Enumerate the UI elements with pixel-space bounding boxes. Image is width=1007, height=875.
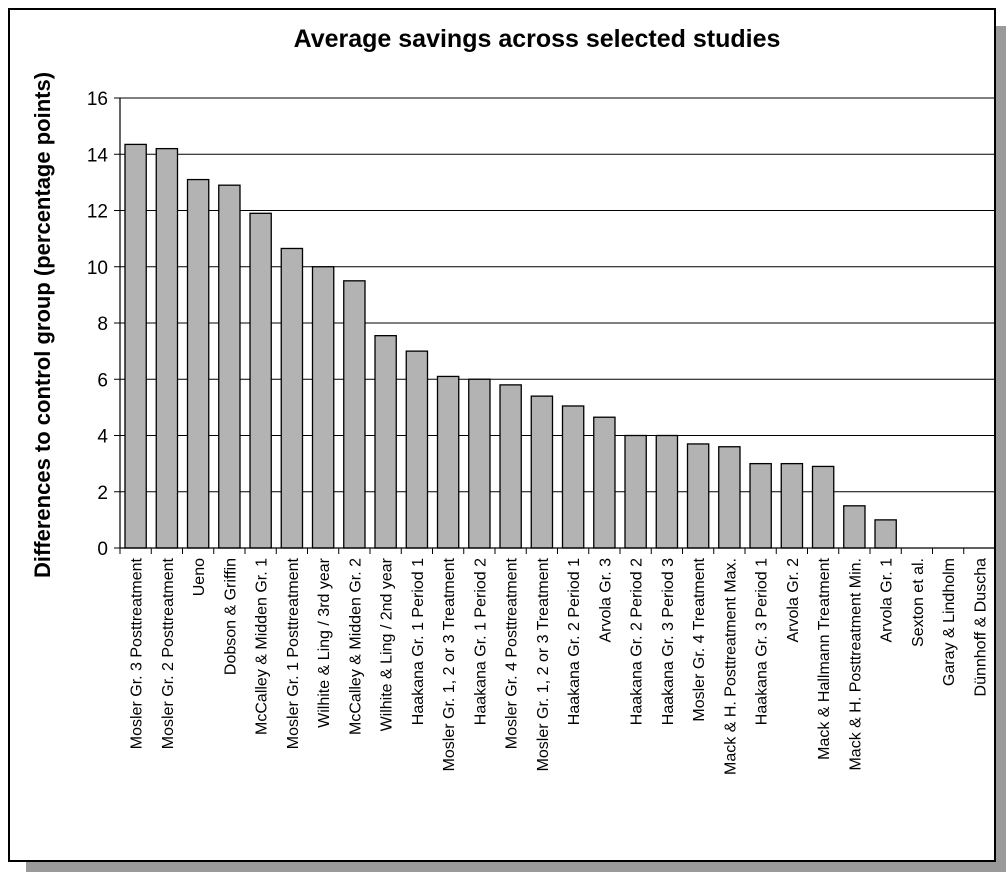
x-tick-label: Haakana Gr. 1 Period 2 <box>472 558 489 725</box>
x-tick-label: Haakana Gr. 1 Period 1 <box>410 558 427 725</box>
y-tick-label: 16 <box>87 89 108 110</box>
axes <box>119 98 995 549</box>
x-tick-label: Arvola Gr. 3 <box>597 558 614 643</box>
bar <box>530 395 554 549</box>
y-tick-label: 6 <box>97 370 108 391</box>
bar <box>186 178 210 549</box>
bar <box>561 405 585 549</box>
x-tick-label: Mosler Gr. 4 Posttreatment <box>504 557 521 749</box>
bar <box>155 147 179 549</box>
bar <box>280 247 304 549</box>
x-tick-label: McCalley & Midden Gr. 2 <box>347 558 364 735</box>
x-tick-label: Haakana Gr. 2 Period 1 <box>566 558 583 725</box>
bar <box>218 184 241 549</box>
x-tick-label: Mosler Gr. 3 Posttreatment <box>129 557 146 749</box>
bar <box>624 434 647 549</box>
bar <box>811 465 835 549</box>
bar <box>374 335 397 549</box>
x-tick-label: Mack & Hallmann Treatment <box>816 557 833 759</box>
x-tick-label: Sexton et al. <box>910 558 927 647</box>
bar <box>468 378 491 549</box>
bar <box>655 434 679 549</box>
bar <box>343 280 366 549</box>
x-tick-label: Haakana Gr. 2 Period 2 <box>629 558 646 725</box>
bar <box>405 350 429 549</box>
x-tick-label: Garay & Lindholm <box>941 558 958 686</box>
bar <box>718 446 741 549</box>
bar <box>749 462 772 549</box>
bar <box>843 505 866 549</box>
x-tick-label: Arvola Gr. 1 <box>879 558 896 643</box>
bar <box>686 443 710 549</box>
bar <box>874 519 897 549</box>
y-tick-label: 14 <box>87 145 109 166</box>
x-tick-label: Mosler Gr. 1, 2 or 3 Treatment <box>535 557 552 771</box>
x-tick-label: Haakana Gr. 3 Period 3 <box>660 558 677 725</box>
bar <box>249 212 272 549</box>
bar <box>436 375 460 549</box>
x-tick-label: Wilhite & Ling / 2nd year <box>379 557 396 731</box>
y-tick-label: 4 <box>97 427 108 448</box>
y-tick-label: 2 <box>97 483 108 504</box>
x-tick-label: Wilhite & Ling / 3rd year <box>316 557 333 728</box>
x-tick-label: McCalley & Midden Gr. 1 <box>254 558 271 735</box>
bar <box>499 384 522 549</box>
x-tick-labels: Mosler Gr. 3 Posttreatment Mosler Gr. 2 P… <box>129 557 990 775</box>
chart-title: Average savings across selected studies <box>294 25 781 53</box>
x-tick-label: Haakana Gr. 3 Period 1 <box>754 558 771 725</box>
x-tick-label: Ueno <box>191 558 208 596</box>
gridlines <box>114 97 995 549</box>
bar <box>593 416 616 549</box>
y-tick-label: 12 <box>87 202 108 223</box>
y-tick-labels: 0 2 4 6 8 10 12 14 16 <box>87 89 109 560</box>
bar <box>124 143 147 549</box>
x-tick-label: Dobson & Griffin <box>222 558 239 675</box>
x-tick-label: Mack & H. Posttreatment Max. <box>722 558 739 775</box>
bar <box>311 266 335 549</box>
x-tick-label: Dünnhoff & Duscha <box>972 558 989 697</box>
frame-shadow-bottom <box>26 862 1006 872</box>
x-tick-label: Mosler Gr. 2 Posttreatment <box>160 557 177 749</box>
x-tick-label: Mosler Gr. 4 Treatment <box>691 557 708 721</box>
y-tick-label: 10 <box>87 258 108 279</box>
frame-shadow-right <box>996 26 1006 872</box>
bars <box>119 143 965 554</box>
y-axis-label: Differences to control group (percentage… <box>30 72 55 578</box>
x-tick-label: Mack & H. Posttreatment Min. <box>847 558 864 771</box>
x-tick-label: Arvola Gr. 2 <box>785 558 802 643</box>
y-tick-label: 0 <box>97 539 108 560</box>
x-tick-label: Mosler Gr. 1, 2 or 3 Treatment <box>441 557 458 771</box>
x-tick-label: Mosler Gr. 1 Posttreatment <box>285 557 302 749</box>
y-tick-label: 8 <box>97 314 108 335</box>
bar <box>780 462 804 549</box>
